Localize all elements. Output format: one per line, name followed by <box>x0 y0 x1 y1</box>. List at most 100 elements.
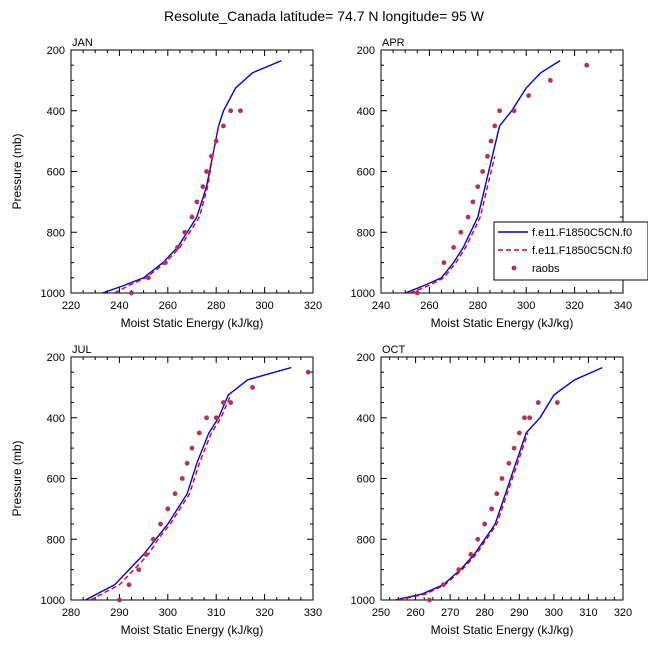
raobs-point <box>184 460 190 466</box>
raobs-point <box>213 138 219 144</box>
x-tick-label: 320 <box>255 607 273 619</box>
x-tick-label: 280 <box>62 607 80 619</box>
raobs-point <box>196 430 202 436</box>
raobs-point <box>204 415 209 421</box>
x-tick-label: 310 <box>207 607 225 619</box>
y-tick-label: 400 <box>357 106 375 118</box>
raobs-point <box>497 108 502 114</box>
raobs-point <box>535 400 541 405</box>
x-tick-label: 330 <box>304 607 322 619</box>
raobs-point <box>427 597 432 603</box>
y-tick-label: 200 <box>357 352 375 364</box>
x-tick-label: 270 <box>441 607 459 619</box>
y-tick-label: 800 <box>357 227 375 239</box>
raobs-point <box>584 62 590 68</box>
x-tick-label: 290 <box>110 607 128 619</box>
y-axis-label: Pressure (mb) <box>10 440 24 516</box>
x-tick-label: 300 <box>517 300 535 312</box>
raobs-point <box>117 597 122 603</box>
raobs-point <box>129 290 134 296</box>
raobs-point <box>456 567 462 573</box>
x-tick-label: 280 <box>476 607 494 619</box>
x-tick-label: 250 <box>372 607 390 619</box>
raobs-point <box>126 582 132 588</box>
x-axis-label: Moist Static Energy (kJ/kg) <box>121 316 264 330</box>
raobs-point <box>165 506 171 512</box>
y-tick-label: 1000 <box>41 288 65 300</box>
raobs-point <box>158 521 163 527</box>
raobs-point <box>182 229 188 235</box>
raobs-point <box>489 506 495 512</box>
raobs-point <box>451 245 456 250</box>
panel-label: APR <box>382 37 405 49</box>
model-line-solid <box>85 366 292 600</box>
x-tick-label: 300 <box>159 607 177 619</box>
raobs-point <box>468 552 474 557</box>
model-line-solid <box>102 59 282 293</box>
raobs-point <box>146 275 151 281</box>
y-tick-label: 1000 <box>351 288 375 300</box>
y-tick-label: 600 <box>47 474 65 486</box>
model-line-dashed <box>90 394 232 600</box>
raobs-point <box>494 491 500 497</box>
raobs-point <box>136 567 142 573</box>
y-tick-label: 400 <box>357 413 375 425</box>
y-tick-label: 600 <box>357 167 375 179</box>
raobs-point <box>414 290 420 296</box>
panel-oct: 250 260 270 280 290 300 310 320 200 400 600 800 1000… <box>351 344 633 637</box>
y-tick-label: 1000 <box>351 595 375 607</box>
x-tick-label: 320 <box>565 300 583 312</box>
raobs-point <box>465 214 471 220</box>
raobs-point <box>480 169 486 174</box>
raobs-point <box>150 536 156 542</box>
raobs-point <box>208 153 214 159</box>
y-tick-label: 200 <box>357 45 375 57</box>
raobs-point <box>526 93 532 98</box>
x-axis-label: Moist Static Energy (kJ/kg) <box>431 623 574 637</box>
raobs-point <box>238 108 243 114</box>
y-tick-label: 800 <box>357 534 375 546</box>
y-tick-label: 600 <box>357 474 375 486</box>
x-axis-label: Moist Static Energy (kJ/kg) <box>431 316 574 330</box>
panel-jul: 280 290 300 310 320 330 200 400 600 800 1000 JUL Moi… <box>10 344 322 637</box>
x-tick-label: 220 <box>62 300 80 312</box>
raobs-point <box>228 108 234 114</box>
x-tick-label: 340 <box>614 300 632 312</box>
raobs-point <box>492 123 498 129</box>
raobs-point <box>475 184 481 190</box>
raobs-point <box>228 400 234 405</box>
panel-jan: 220 240 260 280 300 320 200 400 600 800 1000 JAN Moi… <box>10 37 322 330</box>
raobs-point <box>511 445 517 451</box>
raobs-point <box>200 184 206 190</box>
raobs-point <box>189 214 195 220</box>
x-tick-label: 300 <box>545 607 563 619</box>
x-tick-label: 320 <box>304 300 322 312</box>
plot-frame <box>70 49 314 294</box>
model-line-solid <box>394 366 603 600</box>
model-line-dashed <box>114 125 220 293</box>
raobs-point <box>458 229 464 235</box>
x-axis-label: Moist Static Energy (kJ/kg) <box>121 623 264 637</box>
raobs-point <box>179 476 185 481</box>
x-tick-label: 310 <box>579 607 597 619</box>
y-tick-label: 800 <box>47 227 65 239</box>
model-line-dashed <box>398 432 529 600</box>
x-tick-label: 280 <box>207 300 225 312</box>
raobs-point <box>441 260 447 266</box>
legend-entry: f.e11.F1850C5CN.f0 <box>532 227 632 239</box>
panel-label: JAN <box>72 37 93 49</box>
y-tick-label: 400 <box>47 106 65 118</box>
raobs-point <box>516 430 522 436</box>
raobs-point <box>221 400 226 405</box>
raobs-point <box>305 369 311 375</box>
raobs-point <box>488 138 494 144</box>
y-tick-label: 200 <box>47 45 65 57</box>
legend: f.e11.F1850C5CN.f0 f.e11.F1850C5CN.f0 raob… <box>493 221 648 281</box>
y-tick-label: 200 <box>47 352 65 364</box>
x-tick-label: 290 <box>510 607 528 619</box>
raobs-point <box>499 476 505 481</box>
x-tick-label: 260 <box>406 607 424 619</box>
x-tick-label: 240 <box>110 300 128 312</box>
y-axis-label: Pressure (mb) <box>10 133 24 209</box>
